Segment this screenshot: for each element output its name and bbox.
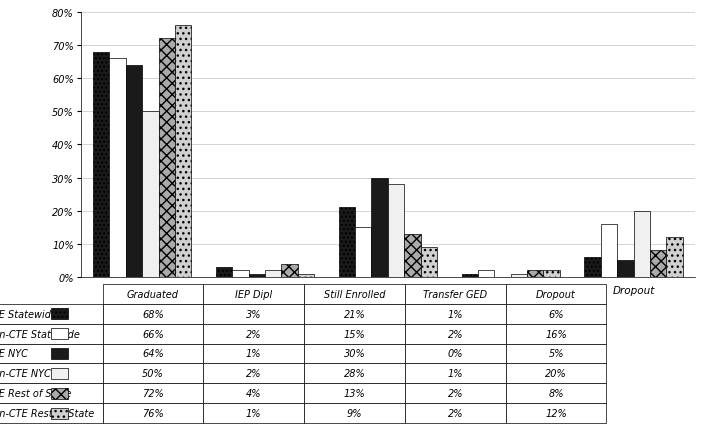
Bar bbox=[478, 271, 494, 277]
Bar bbox=[93, 52, 110, 277]
FancyBboxPatch shape bbox=[51, 309, 68, 319]
FancyBboxPatch shape bbox=[51, 329, 68, 339]
FancyBboxPatch shape bbox=[51, 388, 68, 399]
Bar bbox=[420, 248, 437, 277]
Bar bbox=[232, 271, 249, 277]
FancyBboxPatch shape bbox=[51, 408, 68, 418]
Bar bbox=[175, 26, 191, 277]
Bar bbox=[216, 267, 232, 277]
Bar bbox=[355, 228, 371, 277]
Bar bbox=[462, 274, 478, 277]
FancyBboxPatch shape bbox=[51, 368, 68, 379]
Bar bbox=[126, 66, 142, 277]
Bar bbox=[282, 264, 298, 277]
Bar bbox=[650, 251, 666, 277]
Bar bbox=[110, 59, 126, 277]
Bar bbox=[601, 224, 617, 277]
Bar bbox=[404, 234, 420, 277]
Bar bbox=[543, 271, 560, 277]
Bar bbox=[249, 274, 265, 277]
Bar bbox=[511, 274, 527, 277]
Bar bbox=[633, 211, 650, 277]
Bar bbox=[527, 271, 543, 277]
Bar bbox=[388, 185, 404, 277]
Bar bbox=[298, 274, 314, 277]
Bar bbox=[371, 178, 388, 277]
Bar bbox=[617, 261, 633, 277]
FancyBboxPatch shape bbox=[51, 348, 68, 359]
Bar bbox=[584, 258, 601, 277]
Bar bbox=[142, 112, 159, 277]
Bar bbox=[265, 271, 282, 277]
Bar bbox=[339, 208, 355, 277]
Bar bbox=[159, 40, 175, 277]
Bar bbox=[666, 238, 683, 277]
